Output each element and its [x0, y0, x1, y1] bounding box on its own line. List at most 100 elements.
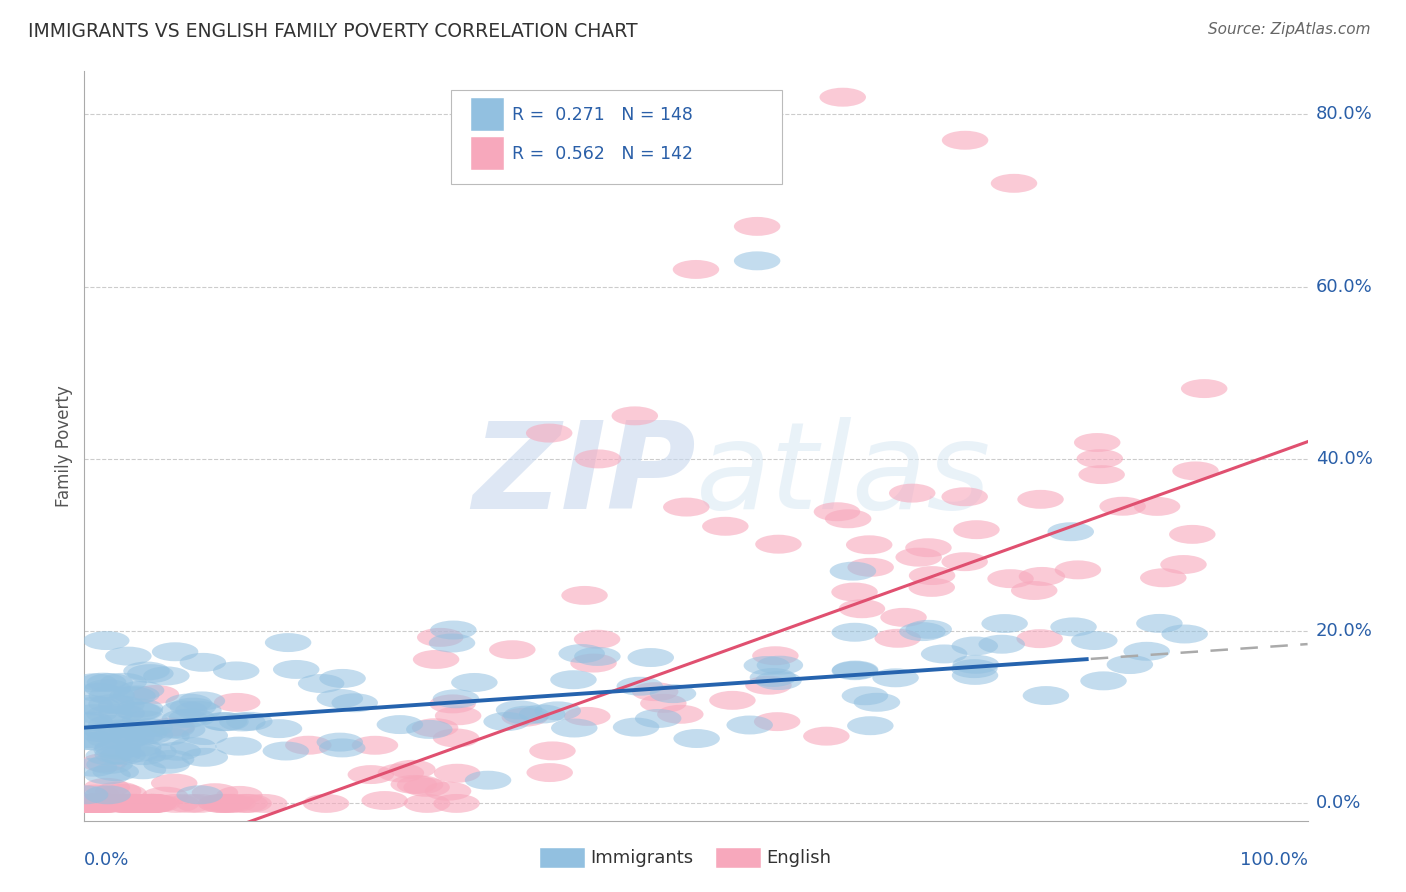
Ellipse shape — [121, 794, 167, 813]
Ellipse shape — [62, 794, 108, 813]
Ellipse shape — [1099, 497, 1146, 516]
Ellipse shape — [502, 707, 548, 727]
Ellipse shape — [564, 706, 610, 726]
Ellipse shape — [217, 786, 263, 805]
Ellipse shape — [404, 778, 450, 797]
Ellipse shape — [103, 794, 149, 813]
Ellipse shape — [389, 760, 436, 779]
Ellipse shape — [82, 794, 128, 813]
Ellipse shape — [62, 713, 108, 731]
Text: atlas: atlas — [696, 417, 991, 534]
Ellipse shape — [745, 676, 792, 695]
Ellipse shape — [82, 753, 128, 772]
Ellipse shape — [219, 713, 266, 731]
Ellipse shape — [1123, 642, 1170, 661]
Ellipse shape — [181, 726, 228, 745]
Ellipse shape — [650, 684, 696, 703]
Ellipse shape — [127, 718, 173, 737]
Ellipse shape — [89, 686, 135, 705]
Ellipse shape — [734, 217, 780, 235]
Ellipse shape — [319, 739, 366, 757]
Ellipse shape — [176, 701, 222, 720]
Ellipse shape — [846, 535, 893, 554]
Ellipse shape — [298, 674, 344, 693]
Ellipse shape — [201, 794, 249, 813]
Ellipse shape — [1107, 655, 1153, 674]
Ellipse shape — [1054, 560, 1101, 579]
Ellipse shape — [142, 787, 188, 805]
Ellipse shape — [226, 712, 273, 731]
Ellipse shape — [118, 681, 165, 700]
Ellipse shape — [631, 682, 679, 701]
Ellipse shape — [94, 739, 141, 757]
Ellipse shape — [131, 742, 177, 762]
Ellipse shape — [727, 715, 773, 734]
Ellipse shape — [127, 665, 173, 683]
Ellipse shape — [75, 794, 121, 813]
Ellipse shape — [1078, 465, 1125, 484]
Text: 40.0%: 40.0% — [1316, 450, 1372, 468]
Ellipse shape — [657, 705, 703, 723]
Ellipse shape — [529, 741, 575, 760]
Ellipse shape — [942, 487, 988, 507]
Ellipse shape — [1018, 490, 1064, 508]
Ellipse shape — [80, 794, 127, 813]
Ellipse shape — [77, 723, 124, 742]
Ellipse shape — [93, 740, 141, 759]
Ellipse shape — [430, 621, 477, 640]
Ellipse shape — [396, 775, 443, 795]
Ellipse shape — [942, 552, 988, 571]
Ellipse shape — [108, 727, 155, 747]
Ellipse shape — [97, 720, 143, 739]
Ellipse shape — [198, 794, 245, 813]
Ellipse shape — [117, 727, 163, 746]
Ellipse shape — [378, 764, 425, 782]
Ellipse shape — [574, 647, 620, 666]
Ellipse shape — [496, 700, 543, 719]
Text: English: English — [766, 849, 831, 867]
Ellipse shape — [143, 666, 190, 685]
Ellipse shape — [80, 794, 127, 813]
Ellipse shape — [875, 629, 921, 648]
Ellipse shape — [131, 794, 177, 813]
Ellipse shape — [120, 747, 166, 765]
Ellipse shape — [484, 712, 530, 731]
Ellipse shape — [1161, 624, 1208, 643]
Ellipse shape — [429, 633, 475, 652]
Ellipse shape — [896, 548, 942, 566]
Ellipse shape — [127, 794, 173, 813]
Ellipse shape — [124, 662, 170, 681]
Text: Immigrants: Immigrants — [591, 849, 693, 867]
Text: ZIP: ZIP — [472, 417, 696, 534]
Ellipse shape — [176, 785, 224, 805]
Ellipse shape — [832, 661, 879, 680]
Ellipse shape — [839, 599, 886, 618]
Ellipse shape — [149, 717, 195, 737]
Ellipse shape — [89, 714, 135, 734]
Ellipse shape — [67, 794, 114, 813]
Ellipse shape — [830, 562, 876, 581]
Ellipse shape — [853, 693, 900, 712]
Ellipse shape — [107, 794, 153, 813]
Ellipse shape — [105, 647, 152, 665]
Ellipse shape — [273, 660, 319, 679]
Ellipse shape — [122, 794, 169, 813]
Ellipse shape — [991, 174, 1038, 193]
Ellipse shape — [434, 764, 481, 782]
Text: 0.0%: 0.0% — [1316, 795, 1361, 813]
Ellipse shape — [551, 719, 598, 738]
Ellipse shape — [87, 729, 134, 748]
Ellipse shape — [84, 785, 131, 805]
Ellipse shape — [62, 785, 108, 805]
Ellipse shape — [129, 794, 176, 813]
Ellipse shape — [160, 700, 207, 720]
Ellipse shape — [84, 722, 131, 740]
Ellipse shape — [1140, 568, 1187, 587]
Text: R =  0.562   N = 142: R = 0.562 N = 142 — [513, 145, 693, 162]
Ellipse shape — [198, 794, 245, 813]
Ellipse shape — [1074, 433, 1121, 452]
Ellipse shape — [503, 706, 550, 724]
Ellipse shape — [1160, 555, 1206, 574]
Ellipse shape — [87, 673, 134, 692]
Ellipse shape — [66, 695, 112, 714]
